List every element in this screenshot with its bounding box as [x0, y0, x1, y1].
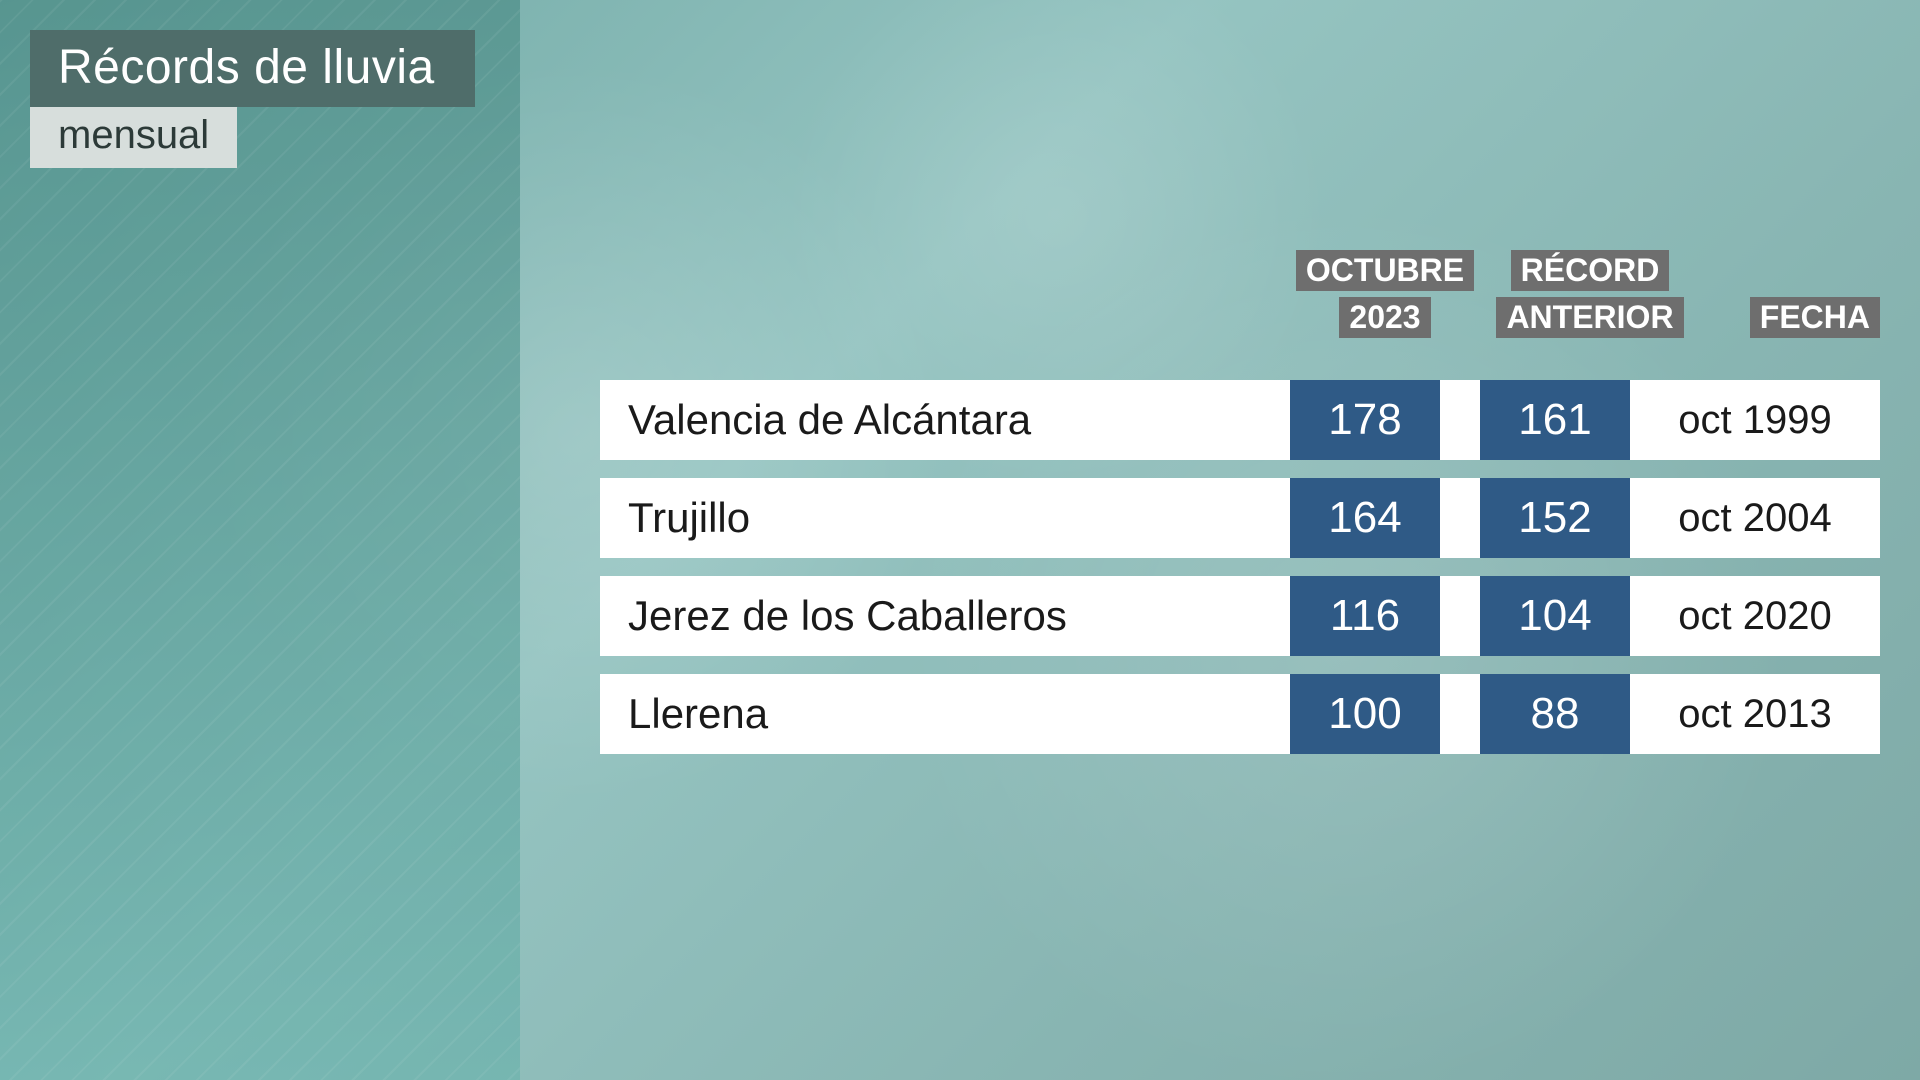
column-headers: OCTUBRE 2023 RÉCORD ANTERIOR FECHA: [600, 250, 1880, 338]
cell-date: oct 1999: [1630, 380, 1880, 460]
header-previous-line2: ANTERIOR: [1496, 297, 1683, 338]
table-row: Trujillo164 152oct 2004: [600, 478, 1880, 558]
header-previous-line1: RÉCORD: [1511, 250, 1670, 291]
cell-oct2023: 164: [1290, 478, 1440, 558]
table-row: Llerena100 88oct 2013: [600, 674, 1880, 754]
title-block: Récords de lluvia mensual: [30, 30, 475, 168]
cell-date: oct 2013: [1630, 674, 1880, 754]
cell-gap: [1440, 674, 1480, 754]
cell-gap: [1440, 380, 1480, 460]
cell-previous: 161: [1480, 380, 1630, 460]
header-col-date: FECHA: [1690, 297, 1880, 338]
cell-oct2023: 178: [1290, 380, 1440, 460]
header-col-oct2023: OCTUBRE 2023: [1290, 250, 1480, 338]
cell-location: Valencia de Alcántara: [600, 380, 1290, 460]
cell-date: oct 2020: [1630, 576, 1880, 656]
data-rows: Valencia de Alcántara178 161oct 1999 Truji…: [600, 380, 1880, 754]
cell-previous: 152: [1480, 478, 1630, 558]
cell-oct2023: 100: [1290, 674, 1440, 754]
header-col-previous: RÉCORD ANTERIOR: [1490, 250, 1690, 338]
cell-location: Trujillo: [600, 478, 1290, 558]
stage: Récords de lluvia mensual OCTUBRE 2023 R…: [0, 0, 1920, 1080]
header-date: FECHA: [1750, 297, 1880, 338]
cell-location: Llerena: [600, 674, 1290, 754]
title-sub: mensual: [30, 107, 237, 168]
header-oct2023-line2: 2023: [1339, 297, 1430, 338]
cell-location: Jerez de los Caballeros: [600, 576, 1290, 656]
cell-oct2023: 116: [1290, 576, 1440, 656]
cell-previous: 88: [1480, 674, 1630, 754]
table-row: Jerez de los Caballeros116 104oct 2020: [600, 576, 1880, 656]
header-oct2023-line1: OCTUBRE: [1296, 250, 1474, 291]
cell-previous: 104: [1480, 576, 1630, 656]
cell-date: oct 2004: [1630, 478, 1880, 558]
cell-gap: [1440, 576, 1480, 656]
title-main: Récords de lluvia: [30, 30, 475, 107]
table-row: Valencia de Alcántara178 161oct 1999: [600, 380, 1880, 460]
cell-gap: [1440, 478, 1480, 558]
